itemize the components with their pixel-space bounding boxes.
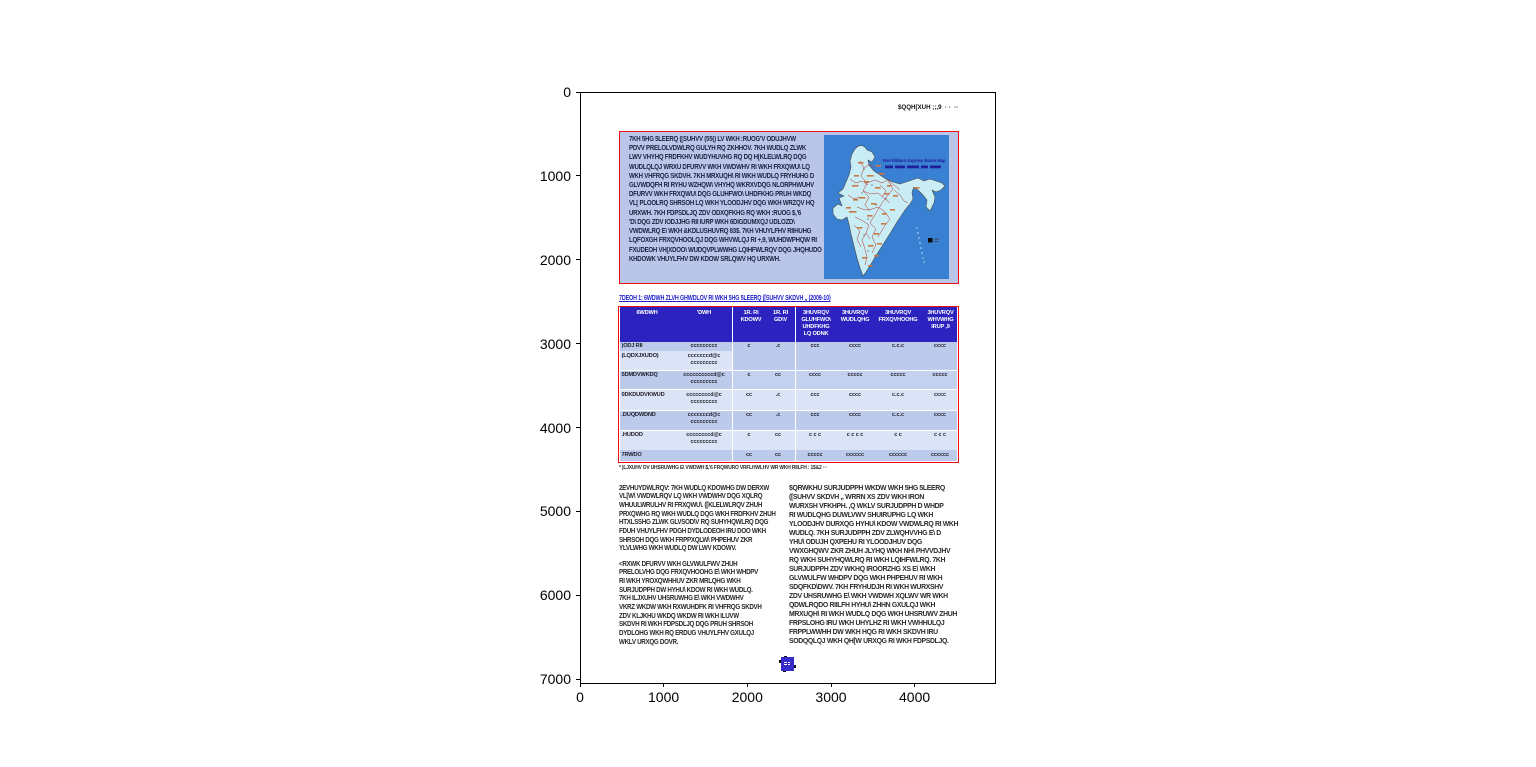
svg-text:Red Ribbon Express Route Map: Red Ribbon Express Route Map (883, 158, 946, 163)
